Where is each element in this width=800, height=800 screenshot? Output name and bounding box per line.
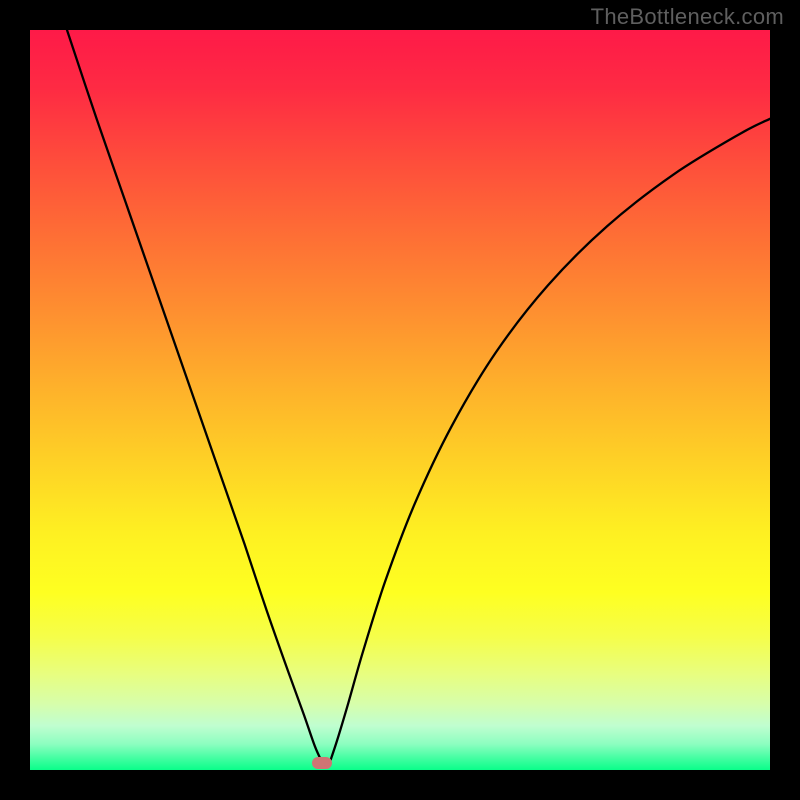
frame-right (770, 0, 800, 800)
gradient-background (30, 30, 770, 770)
watermark-text: TheBottleneck.com (591, 4, 784, 30)
plot-area (30, 30, 770, 770)
minimum-marker (312, 757, 332, 769)
frame-bottom (0, 770, 800, 800)
frame-left (0, 0, 30, 800)
